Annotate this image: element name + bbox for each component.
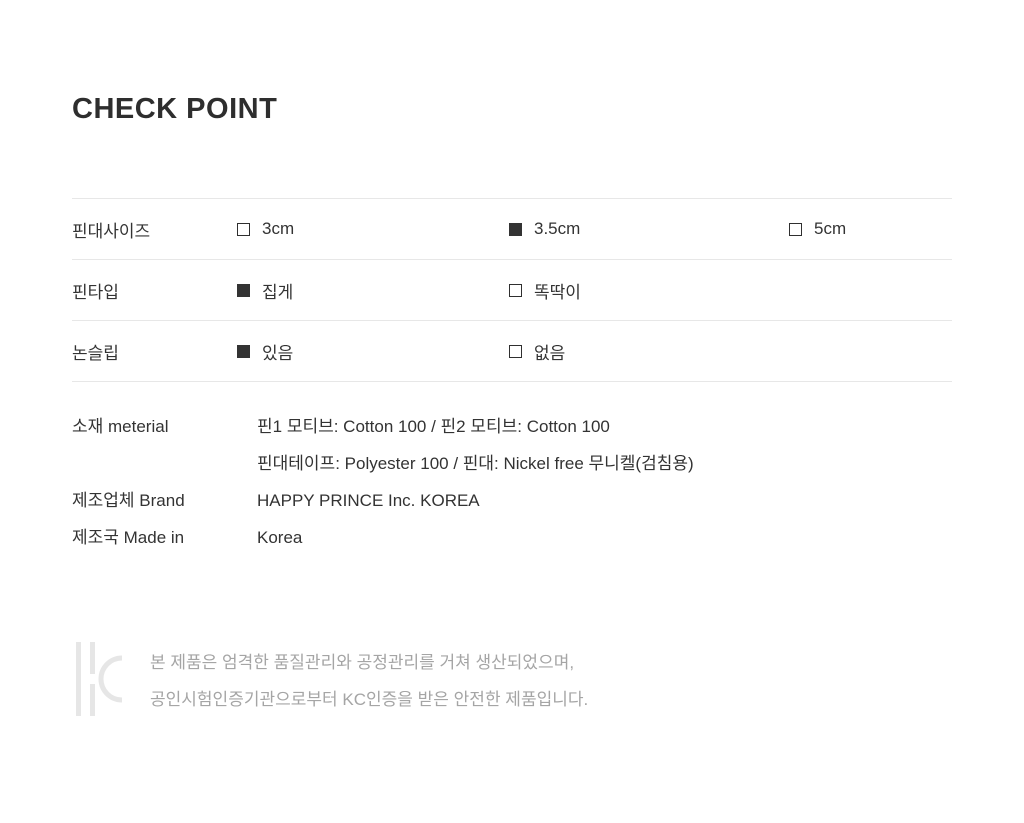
info-row-brand: 제조업체 Brand HAPPY PRINCE Inc. KOREA (72, 482, 952, 519)
spec-label-non-slip: 논슬립 (72, 343, 119, 363)
spec-table: 핀대사이즈 3cm 3.5cm 5cm 핀타입 집게 똑딱이 (72, 198, 952, 382)
option-label: 집게 (262, 282, 294, 302)
option-label: 있음 (262, 343, 294, 363)
table-row: 논슬립 있음 없음 (72, 321, 952, 382)
option-non-slip-yes[interactable]: 있음 (237, 339, 509, 364)
spec-label-pin-type: 핀타입 (72, 282, 119, 302)
info-label-brand: 제조업체 Brand (72, 491, 185, 510)
info-value-made-in: Korea (257, 528, 303, 547)
info-label-made-in: 제조국 Made in (72, 528, 185, 547)
option-pin-size-3-5cm[interactable]: 3.5cm (509, 219, 789, 239)
spec-label-pin-size: 핀대사이즈 (72, 221, 151, 241)
info-row-material: 소재 meterial 핀1 모티브: Cotton 100 / 핀2 모티브:… (72, 408, 952, 482)
material-line-2: 핀대테이프: Polyester 100 / 핀대: Nickel free 무… (257, 454, 694, 473)
kc-certification-logo-icon (76, 642, 123, 716)
table-row: 핀타입 집게 똑딱이 (72, 260, 952, 321)
option-pin-size-3cm[interactable]: 3cm (237, 219, 509, 239)
table-row: 핀대사이즈 3cm 3.5cm 5cm (72, 199, 952, 260)
checkbox-unchecked-icon[interactable] (509, 344, 522, 358)
page-title: CHECK POINT (72, 93, 278, 125)
option-pin-size-5cm[interactable]: 5cm (789, 219, 989, 239)
option-label: 3cm (262, 219, 295, 238)
material-line-1: 핀1 모티브: Cotton 100 / 핀2 모티브: Cotton 100 (257, 417, 610, 436)
info-value-brand: HAPPY PRINCE Inc. KOREA (257, 491, 480, 510)
checkbox-unchecked-icon[interactable] (509, 283, 522, 297)
option-non-slip-no[interactable]: 없음 (509, 339, 789, 364)
checkbox-unchecked-icon[interactable] (789, 222, 802, 236)
kc-notice-text: 본 제품은 엄격한 품질관리와 공정관리를 거쳐 생산되었으며, 공인시험인증기… (150, 636, 588, 718)
option-pin-type-snap[interactable]: 똑딱이 (509, 278, 789, 303)
option-label: 똑딱이 (534, 282, 581, 302)
checkbox-checked-icon[interactable] (237, 283, 250, 297)
kc-notice-line-1: 본 제품은 엄격한 품질관리와 공정관리를 거쳐 생산되었으며, (150, 653, 575, 672)
option-pin-type-clip[interactable]: 집게 (237, 278, 509, 303)
option-label: 3.5cm (534, 219, 581, 238)
info-row-made-in: 제조국 Made in Korea (72, 519, 952, 556)
info-label-material: 소재 meterial (72, 417, 169, 436)
option-label: 없음 (534, 343, 566, 363)
checkbox-checked-icon[interactable] (509, 222, 522, 236)
product-info-block: 소재 meterial 핀1 모티브: Cotton 100 / 핀2 모티브:… (72, 408, 952, 556)
kc-notice-line-2: 공인시험인증기관으로부터 KC인증을 받은 안전한 제품입니다. (150, 690, 589, 709)
kc-certification-notice: 본 제품은 엄격한 품질관리와 공정관리를 거쳐 생산되었으며, 공인시험인증기… (72, 636, 588, 720)
checkbox-checked-icon[interactable] (237, 344, 250, 358)
checkbox-unchecked-icon[interactable] (237, 222, 250, 236)
option-label: 5cm (814, 219, 847, 238)
info-value-material: 핀1 모티브: Cotton 100 / 핀2 모티브: Cotton 100 … (257, 408, 694, 482)
